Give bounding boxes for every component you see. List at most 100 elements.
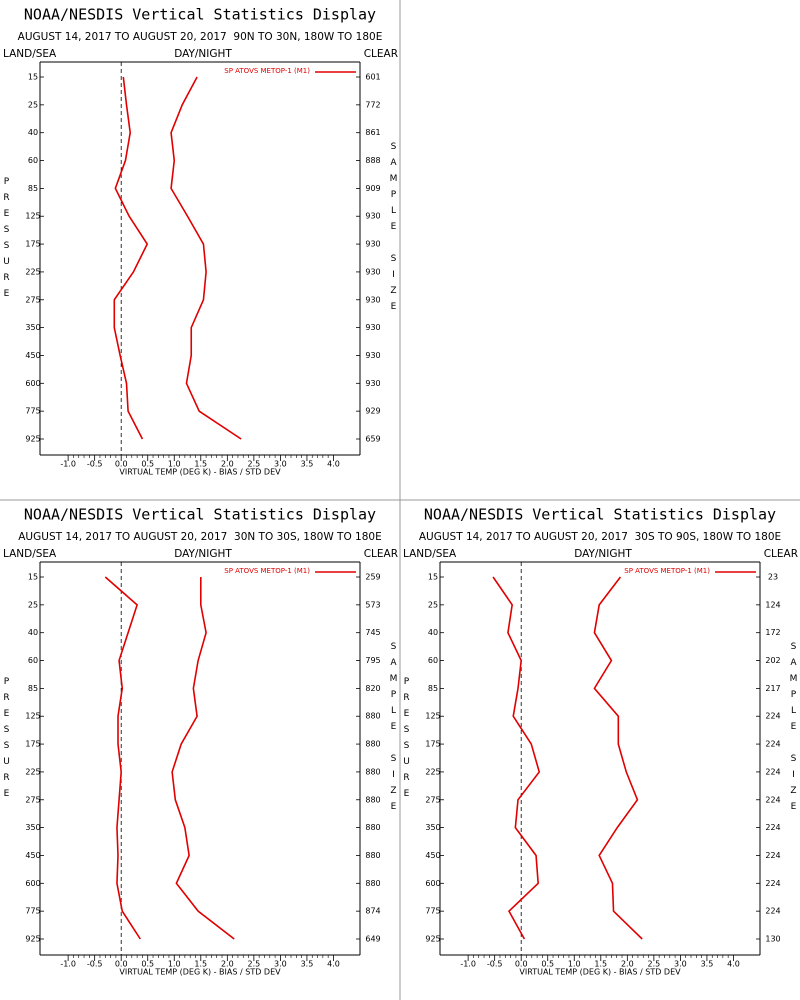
legend-label: SP ATOVS METOP-1 (M1) bbox=[224, 67, 310, 75]
y-tick-label: 15 bbox=[428, 573, 438, 582]
x-tick-label: 1.5 bbox=[194, 960, 207, 969]
sample-size: 874 bbox=[365, 907, 380, 916]
y-tick-label: 925 bbox=[25, 435, 40, 444]
chart-panel: NOAA/NESDIS Vertical Statistics Display A… bbox=[402, 506, 799, 977]
x-axis-label: VIRTUAL TEMP (DEG K) - BIAS / STD DEV bbox=[119, 468, 281, 477]
x-tick-label: 4.0 bbox=[327, 460, 340, 469]
y-tick-label: 60 bbox=[28, 656, 38, 665]
y-tick-label: 25 bbox=[428, 600, 438, 609]
y-tick-label: 40 bbox=[428, 628, 438, 637]
sample-size: 930 bbox=[365, 379, 380, 388]
sample-size: 880 bbox=[365, 851, 380, 860]
sample-size: 930 bbox=[365, 351, 380, 360]
x-tick-label: 0.5 bbox=[141, 960, 154, 969]
sample-size: 224 bbox=[765, 851, 780, 860]
left-label: LAND/SEA bbox=[403, 548, 457, 560]
chart-panel: NOAA/NESDIS Vertical Statistics Display A… bbox=[2, 506, 399, 977]
sample-size: 888 bbox=[365, 156, 380, 165]
sample-size: 930 bbox=[365, 295, 380, 304]
x-tick-label: -1.0 bbox=[460, 960, 476, 969]
y-tick-label: 450 bbox=[425, 851, 440, 860]
sample-size: 172 bbox=[765, 628, 780, 637]
y-tick-label: 25 bbox=[28, 600, 38, 609]
y-tick-label: 85 bbox=[28, 184, 38, 193]
sample-size: 224 bbox=[765, 712, 780, 721]
y-tick-label: 225 bbox=[25, 267, 40, 276]
x-tick-label: 3.0 bbox=[274, 460, 287, 469]
left-label: LAND/SEA bbox=[3, 48, 57, 60]
y-tick-label: 85 bbox=[28, 684, 38, 693]
sample-size: 659 bbox=[365, 435, 380, 444]
y-tick-label: 600 bbox=[25, 879, 40, 888]
y-tick-label: 175 bbox=[425, 740, 440, 749]
sample-size: 929 bbox=[365, 407, 380, 416]
x-tick-label: -1.0 bbox=[60, 460, 76, 469]
sample-size: 224 bbox=[765, 879, 780, 888]
chart-subtitle: AUGUST 14, 2017 TO AUGUST 20, 2017 90N T… bbox=[18, 31, 383, 43]
x-tick-label: 0.5 bbox=[141, 460, 154, 469]
x-tick-label: 3.5 bbox=[301, 460, 314, 469]
x-tick-label: 4.0 bbox=[327, 960, 340, 969]
x-tick-label: 3.0 bbox=[674, 960, 687, 969]
sample-size: 224 bbox=[765, 740, 780, 749]
sample-size: 930 bbox=[365, 323, 380, 332]
y-tick-label: 125 bbox=[25, 712, 40, 721]
legend-label: SP ATOVS METOP-1 (M1) bbox=[624, 567, 710, 575]
y-axis-label: PRESSURE bbox=[2, 677, 12, 805]
sample-size: 880 bbox=[365, 712, 380, 721]
x-tick-label: -0.5 bbox=[87, 460, 103, 469]
sample-size: 745 bbox=[365, 628, 380, 637]
y-tick-label: 600 bbox=[425, 879, 440, 888]
y-tick-label: 350 bbox=[425, 823, 440, 832]
data-line bbox=[171, 577, 235, 940]
sample-size: 649 bbox=[365, 935, 380, 944]
sample-size: 880 bbox=[365, 767, 380, 776]
y-tick-label: 775 bbox=[25, 907, 40, 916]
y2-axis-label: SAMPLE SIZE bbox=[389, 142, 399, 318]
chart-title: NOAA/NESDIS Vertical Statistics Display bbox=[424, 506, 776, 524]
sample-size: 880 bbox=[365, 740, 380, 749]
y-tick-label: 175 bbox=[25, 740, 40, 749]
x-tick-label: 4.0 bbox=[727, 960, 740, 969]
y-tick-label: 15 bbox=[28, 73, 38, 82]
sample-size: 909 bbox=[365, 184, 380, 193]
data-line bbox=[593, 576, 643, 940]
y-tick-label: 225 bbox=[25, 767, 40, 776]
x-tick-label: 2.5 bbox=[247, 460, 260, 469]
y2-axis-label: SAMPLE SIZE bbox=[389, 642, 399, 818]
legend-label: SP ATOVS METOP-1 (M1) bbox=[224, 567, 310, 575]
y-tick-label: 15 bbox=[28, 573, 38, 582]
y-tick-label: 225 bbox=[425, 767, 440, 776]
x-tick-label: 2.0 bbox=[221, 460, 234, 469]
chart-title: NOAA/NESDIS Vertical Statistics Display bbox=[24, 6, 376, 24]
x-tick-label: 1.0 bbox=[168, 460, 181, 469]
sample-size: 930 bbox=[365, 240, 380, 249]
x-tick-label: -0.5 bbox=[87, 960, 103, 969]
data-line bbox=[104, 576, 141, 940]
left-label: LAND/SEA bbox=[3, 548, 57, 560]
y-tick-label: 775 bbox=[25, 407, 40, 416]
sample-size: 772 bbox=[365, 100, 380, 109]
data-line bbox=[170, 76, 242, 440]
y-tick-label: 60 bbox=[428, 656, 438, 665]
x-tick-label: 1.0 bbox=[168, 960, 181, 969]
center-label: DAY/NIGHT bbox=[174, 48, 232, 60]
x-tick-label: 0.0 bbox=[515, 960, 528, 969]
right-label: CLEAR bbox=[364, 548, 398, 560]
y-tick-label: 40 bbox=[28, 128, 38, 137]
x-tick-label: 2.5 bbox=[647, 960, 660, 969]
x-tick-label: 0.0 bbox=[115, 960, 128, 969]
chart-title: NOAA/NESDIS Vertical Statistics Display bbox=[24, 506, 376, 524]
x-tick-label: 3.5 bbox=[301, 960, 314, 969]
sample-size: 573 bbox=[365, 600, 380, 609]
y-tick-label: 925 bbox=[425, 935, 440, 944]
y-axis-label: PRESSURE bbox=[2, 177, 12, 305]
sample-size: 930 bbox=[365, 267, 380, 276]
data-line bbox=[492, 576, 541, 940]
y-tick-label: 775 bbox=[425, 907, 440, 916]
center-label: DAY/NIGHT bbox=[174, 548, 232, 560]
x-tick-label: -1.0 bbox=[60, 960, 76, 969]
x-tick-label: 1.5 bbox=[594, 960, 607, 969]
x-tick-label: 0.0 bbox=[115, 460, 128, 469]
